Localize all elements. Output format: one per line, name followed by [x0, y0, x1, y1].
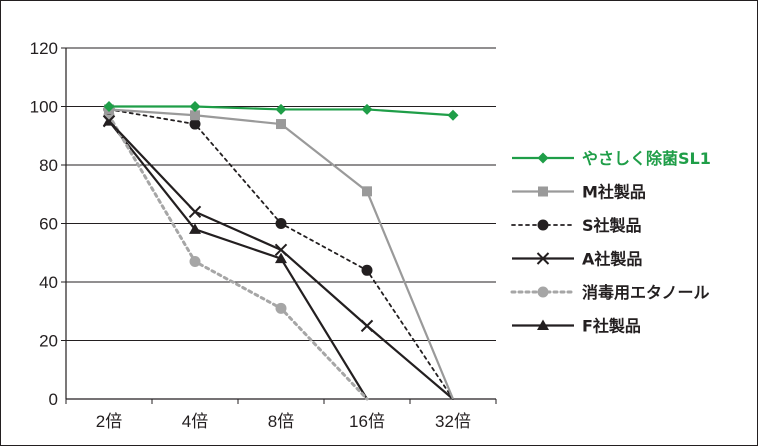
y-tick-labels: 0 20 40 60 80 100 120	[30, 39, 58, 409]
series-1	[103, 101, 459, 121]
y-tick-label: 0	[49, 390, 58, 409]
data-point	[275, 218, 287, 229]
data-point	[189, 101, 201, 112]
y-tick-label: 40	[39, 273, 58, 292]
data-point	[188, 205, 202, 219]
data-point	[275, 302, 287, 314]
y-tick-label: 60	[39, 215, 58, 234]
legend-item-6: F社製品	[512, 317, 641, 336]
data-point	[189, 223, 201, 234]
axes	[61, 47, 497, 404]
legend-marker	[536, 252, 550, 265]
data-point	[447, 109, 459, 121]
x-tick-label: 2倍	[96, 412, 122, 431]
x-tick-label: 32倍	[435, 412, 471, 431]
data-point	[360, 319, 374, 333]
legend-item-4: A社製品	[512, 250, 642, 269]
legend-label: やさしく除菌SL1	[582, 149, 711, 168]
x-tick-label: 4倍	[182, 412, 208, 431]
legend-label: A社製品	[582, 250, 642, 269]
legend-label: M社製品	[582, 183, 646, 202]
data-point	[276, 119, 286, 130]
data-point	[361, 264, 373, 276]
legend-item-5: 消毒用エタノール	[510, 283, 710, 302]
legend-label: 消毒用エタノール	[582, 283, 710, 302]
legend-marker	[538, 186, 548, 197]
x-tick-labels: 2倍 4倍 8倍 16倍 32倍	[96, 412, 471, 431]
data-point	[362, 186, 372, 197]
legend-marker	[537, 319, 549, 330]
data-point	[103, 101, 115, 112]
data-point	[274, 243, 288, 257]
series-lines	[102, 101, 459, 401]
legend-marker	[537, 286, 549, 298]
data-point	[275, 103, 287, 115]
legend-marker	[537, 219, 549, 231]
y-tick-label: 20	[39, 332, 58, 351]
gridlines	[66, 47, 496, 341]
legend-item-3: S社製品	[511, 216, 642, 235]
series-4	[102, 114, 454, 400]
legend-item-2: M社製品	[512, 183, 646, 202]
legend-marker	[537, 152, 549, 164]
x-tick-label: 8倍	[268, 412, 294, 431]
data-point	[189, 118, 201, 130]
legend-item-1: やさしく除菌SL1	[512, 149, 711, 168]
data-point	[361, 103, 373, 115]
data-point	[190, 110, 200, 121]
data-point	[275, 252, 287, 264]
data-point	[189, 256, 201, 268]
y-tick-label: 120	[30, 39, 58, 58]
legend-label: S社製品	[582, 216, 642, 235]
y-tick-label: 80	[39, 156, 58, 175]
series-line	[108, 120, 368, 400]
legend-label: F社製品	[582, 317, 641, 336]
x-tick-label: 16倍	[349, 412, 385, 431]
series-line	[107, 113, 369, 401]
series-5	[103, 109, 369, 401]
y-tick-label: 100	[30, 98, 58, 117]
data-point	[102, 114, 116, 128]
